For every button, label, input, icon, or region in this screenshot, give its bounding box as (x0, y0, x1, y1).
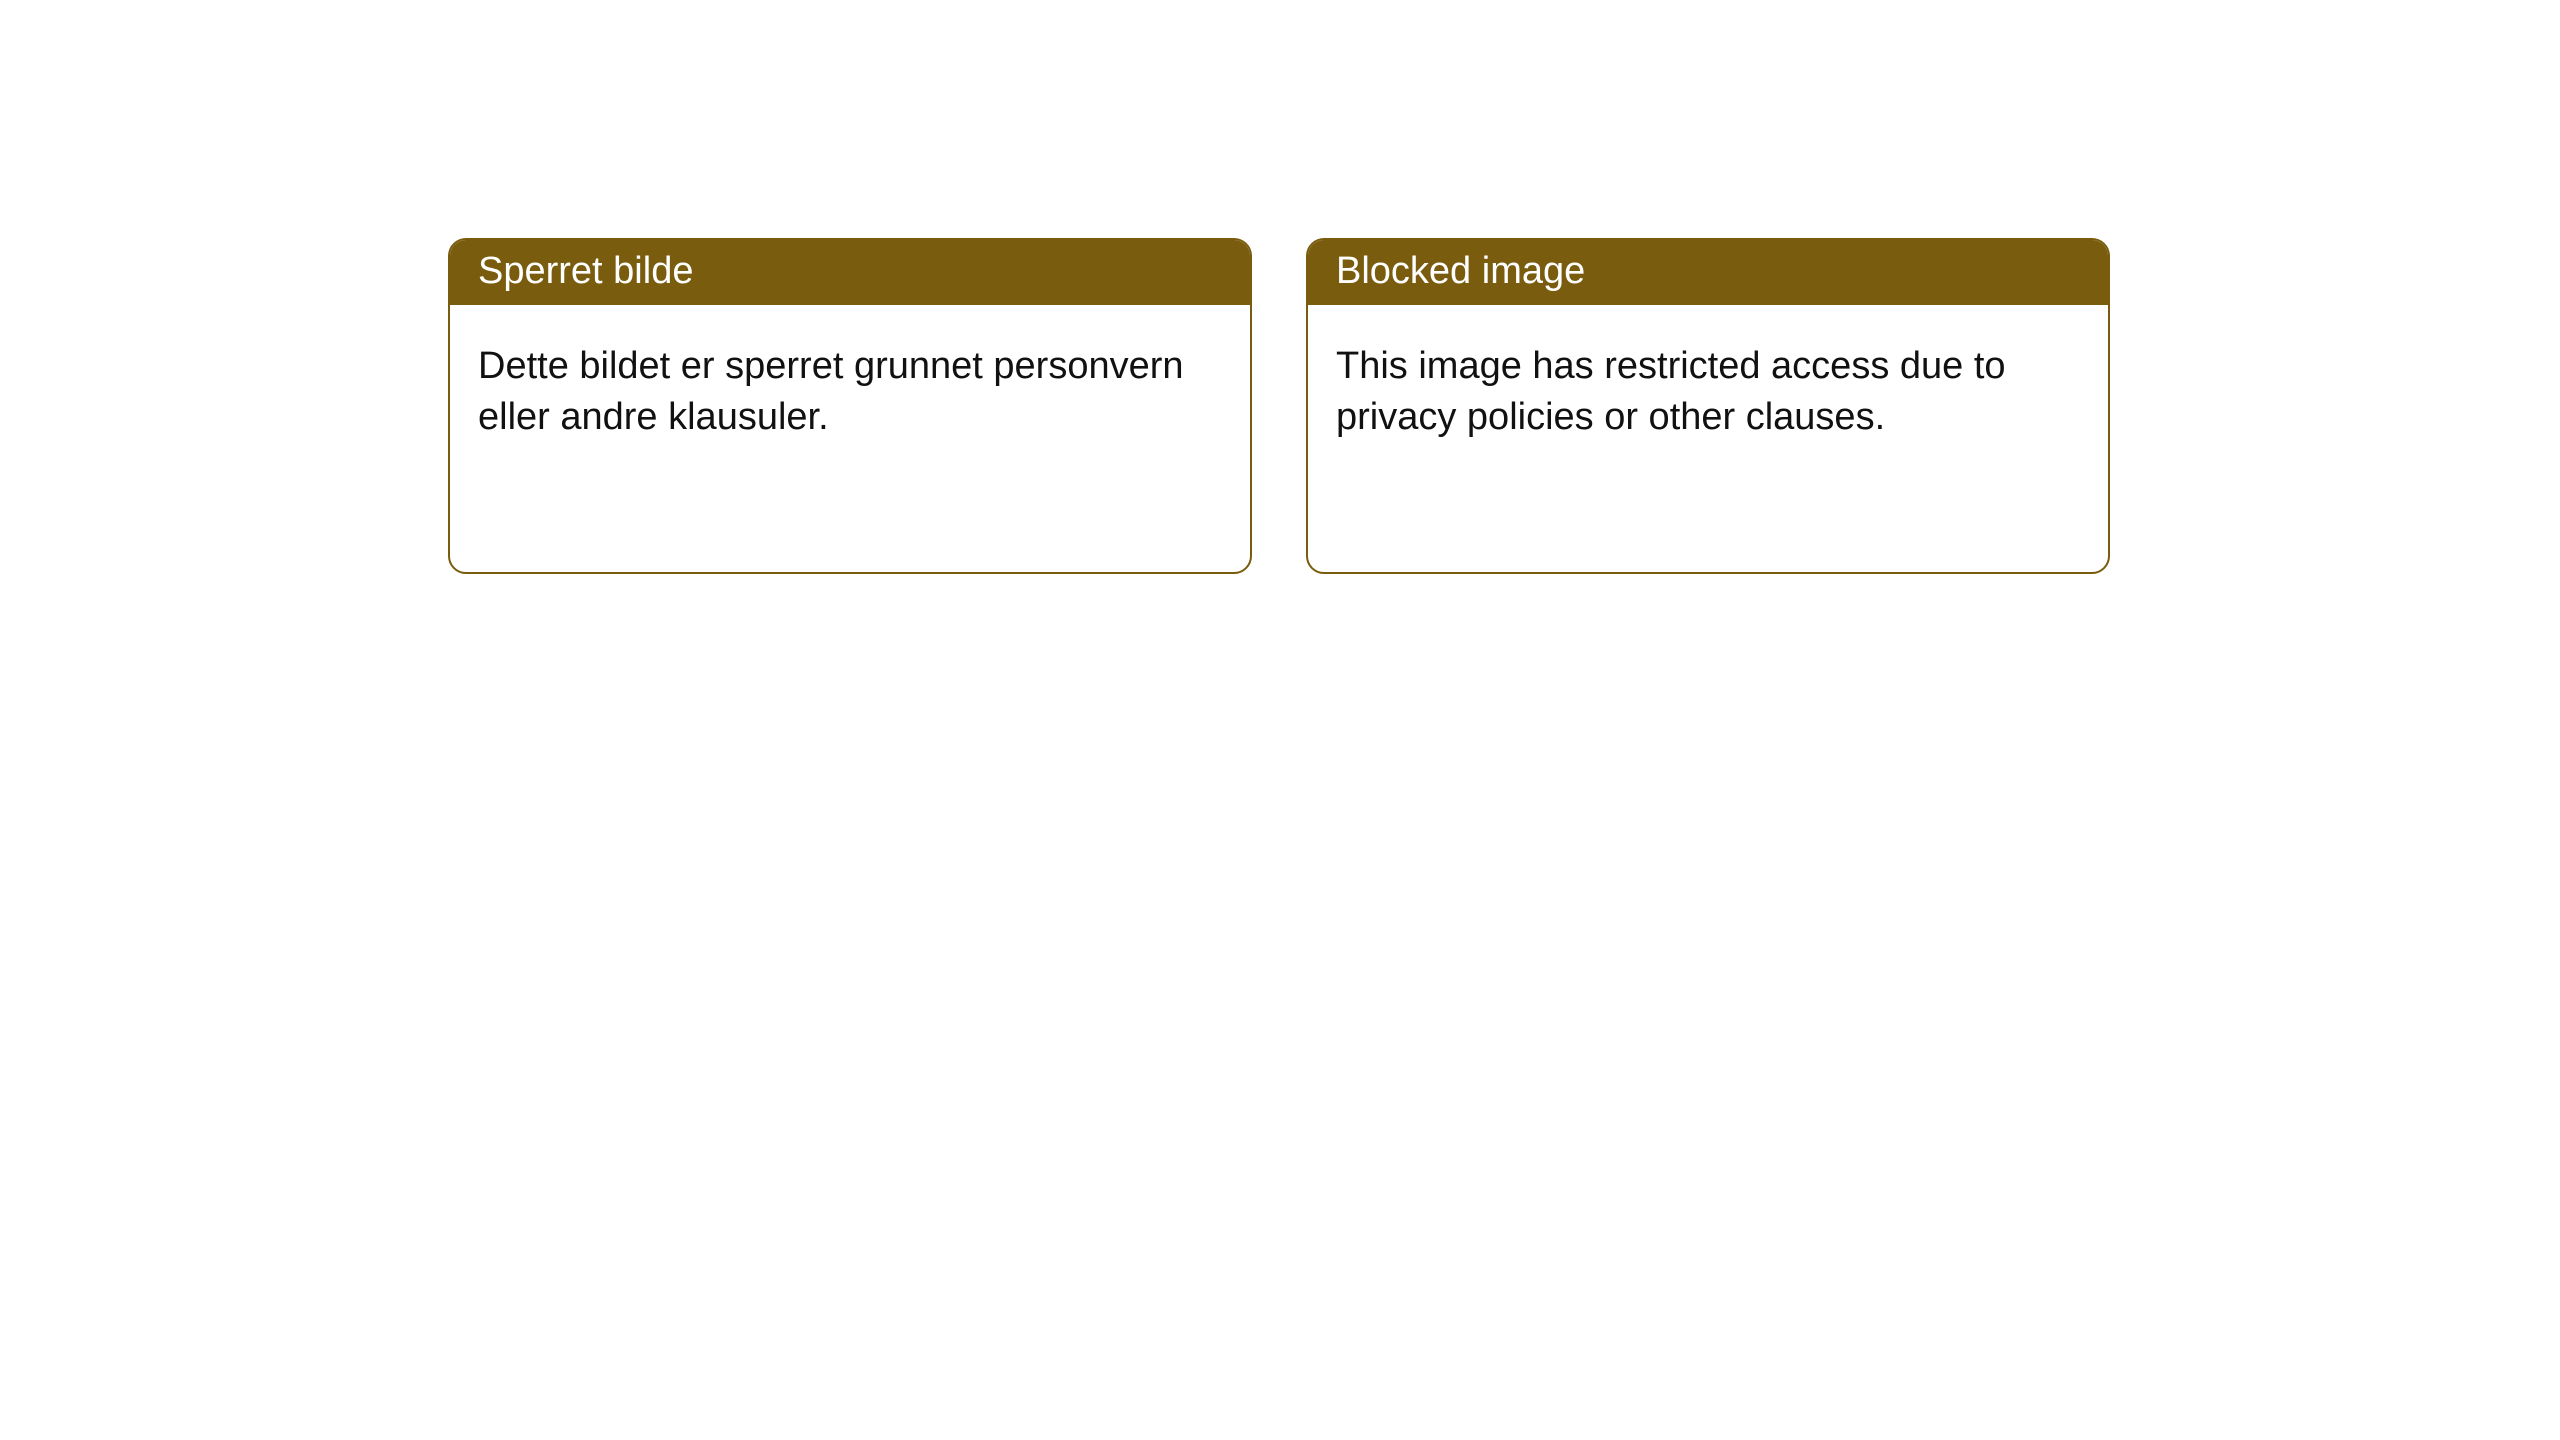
card-title: Sperret bilde (478, 250, 693, 292)
notice-card-norwegian: Sperret bilde Dette bildet er sperret gr… (448, 238, 1252, 574)
card-body-text: Dette bildet er sperret grunnet personve… (478, 345, 1184, 438)
card-header: Sperret bilde (450, 240, 1250, 305)
notice-cards-container: Sperret bilde Dette bildet er sperret gr… (0, 0, 2560, 574)
card-body: This image has restricted access due to … (1308, 305, 2108, 480)
notice-card-english: Blocked image This image has restricted … (1306, 238, 2110, 574)
card-header: Blocked image (1308, 240, 2108, 305)
card-body-text: This image has restricted access due to … (1336, 345, 2006, 438)
card-title: Blocked image (1336, 250, 1585, 292)
card-body: Dette bildet er sperret grunnet personve… (450, 305, 1250, 480)
